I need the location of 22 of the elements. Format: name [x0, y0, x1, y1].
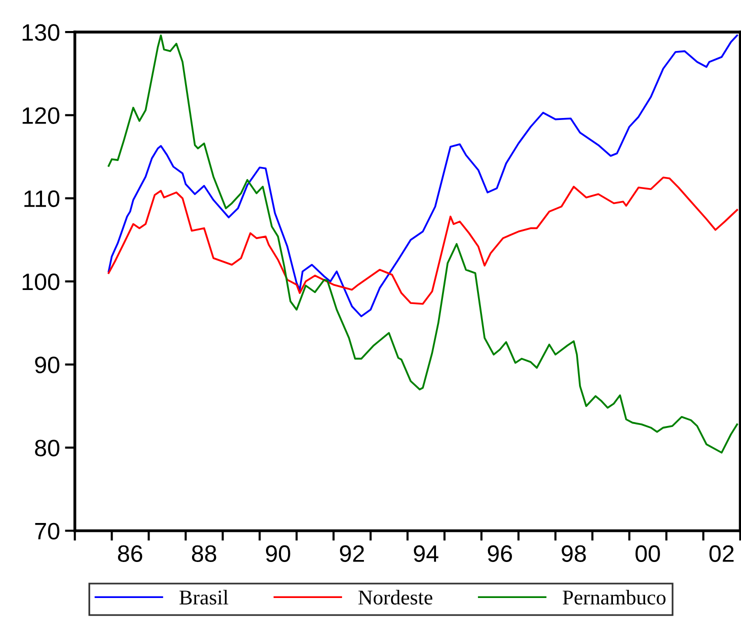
x-tick-label: 90 — [266, 545, 290, 562]
x-tick-label: 88 — [192, 545, 216, 562]
line-series — [108, 34, 738, 454]
line-series — [108, 34, 738, 318]
y-tick-label: 70 — [35, 522, 60, 540]
y-tick-label: 90 — [35, 356, 60, 374]
x-tick-label: 86 — [118, 545, 142, 562]
y-tick-label: 130 — [22, 24, 60, 41]
legend-label: Pernambuco — [562, 590, 666, 605]
line-series — [108, 176, 738, 305]
y-tick-label: 120 — [22, 107, 60, 124]
x-tick-label: 96 — [488, 545, 512, 562]
x-tick-label: 98 — [562, 545, 586, 562]
x-tick-label: 02 — [709, 545, 734, 562]
x-tick-label: 92 — [340, 545, 364, 562]
x-tick-label: 00 — [636, 545, 660, 562]
legend-label: Nordeste — [358, 590, 432, 605]
y-tick-label: 80 — [35, 440, 60, 456]
y-tick-label: 110 — [24, 190, 60, 208]
y-tick-label: 100 — [22, 273, 60, 290]
legend-label: Brasil — [179, 590, 228, 605]
x-tick-label: 94 — [414, 545, 438, 562]
